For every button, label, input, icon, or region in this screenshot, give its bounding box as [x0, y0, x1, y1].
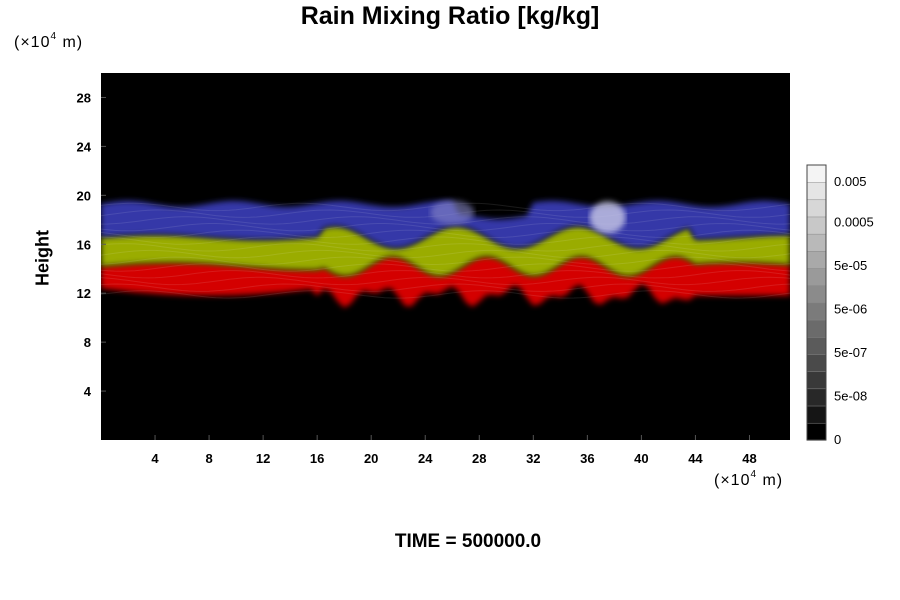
- x-tick-label: 32: [526, 451, 540, 466]
- x-tick-label: 48: [742, 451, 756, 466]
- colorbar-cell: [806, 336, 827, 355]
- colorbar-cell: [806, 267, 827, 286]
- x-axis-unit: (×104 m): [714, 468, 784, 490]
- heatmap-blob: [430, 200, 475, 225]
- x-tick-label: 36: [580, 451, 594, 466]
- colorbar-cell: [806, 353, 827, 372]
- colorbar-cell: [806, 216, 827, 235]
- y-tick-label: 4: [84, 384, 92, 399]
- y-unit-suffix: m): [57, 34, 84, 51]
- y-tick-label: 24: [77, 139, 92, 154]
- chart-title: Rain Mixing Ratio [kg/kg]: [300, 2, 600, 30]
- x-tick-label: 16: [310, 451, 324, 466]
- x-tick-label: 12: [256, 451, 270, 466]
- colorbar-label: 0: [834, 432, 841, 447]
- heatmap-stripe: [101, 256, 790, 266]
- heatmap-stripe: [101, 249, 790, 259]
- heatmap-stripe: [101, 229, 790, 239]
- x-tick-label: 4: [151, 451, 159, 466]
- time-label: TIME = 500000.0: [394, 531, 542, 552]
- y-tick-label: 8: [84, 335, 91, 350]
- colorbar-cell: [806, 250, 827, 269]
- colorbar-cell: [806, 285, 827, 304]
- heatmap-blob: [589, 201, 626, 234]
- colorbar-label: 5e-07: [834, 345, 867, 360]
- heatmap-stripe: [101, 276, 790, 286]
- colorbar-cell: [806, 181, 827, 201]
- colorbar-label: 5e-08: [834, 389, 867, 404]
- colorbar-label: 5e-05: [834, 258, 867, 273]
- heatmap-yellow-layer: [101, 226, 790, 277]
- colorbar-cell: [806, 405, 827, 424]
- y-unit-prefix: (×10: [14, 34, 51, 51]
- colorbar-cell: [806, 302, 827, 321]
- colorbar-label: 0.0005: [834, 215, 874, 230]
- heatmap-stripe: [101, 243, 790, 252]
- heatmap-stripe: [101, 283, 790, 292]
- x-tick-label: 20: [364, 451, 378, 466]
- colorbar-cell: [806, 319, 827, 338]
- heatmap-stripe: [101, 270, 790, 279]
- colorbar-frame: [806, 164, 827, 441]
- heatmap-field: [101, 200, 790, 308]
- colorbar-cell: [806, 388, 827, 407]
- heatmap-stripe: [101, 290, 790, 299]
- heatmap-stripe: [101, 222, 790, 232]
- colorbar-cell: [806, 233, 827, 252]
- colorbar-cell: [806, 371, 827, 390]
- heatmap-red-layer: [101, 256, 790, 308]
- y-axis-unit: (×104 m): [14, 30, 84, 52]
- x-unit-prefix: (×10: [714, 472, 751, 489]
- heatmap-stripe: [101, 236, 790, 245]
- colorbar-cell: [806, 164, 827, 183]
- colorbar-cell: [806, 199, 827, 218]
- colorbar-cell: [806, 422, 827, 441]
- colorbar-label: 5e-06: [834, 302, 867, 317]
- y-tick-label: 16: [77, 237, 91, 252]
- x-tick-label: 40: [634, 451, 648, 466]
- x-unit-suffix: m): [757, 472, 784, 489]
- x-tick-label: 44: [688, 451, 703, 466]
- colorbar-label: 0.005: [834, 174, 867, 189]
- heatmap-stripe: [101, 216, 790, 225]
- x-tick-label: 28: [472, 451, 486, 466]
- x-tick-label: 24: [418, 451, 433, 466]
- y-tick-label: 12: [77, 286, 91, 301]
- heatmap-stripe: [101, 263, 790, 272]
- x-tick-label: 8: [205, 451, 212, 466]
- y-tick-label: 28: [77, 90, 91, 105]
- y-tick-label: 20: [77, 188, 91, 203]
- x-unit-exponent: 4: [750, 468, 758, 480]
- y-unit-exponent: 4: [50, 30, 58, 42]
